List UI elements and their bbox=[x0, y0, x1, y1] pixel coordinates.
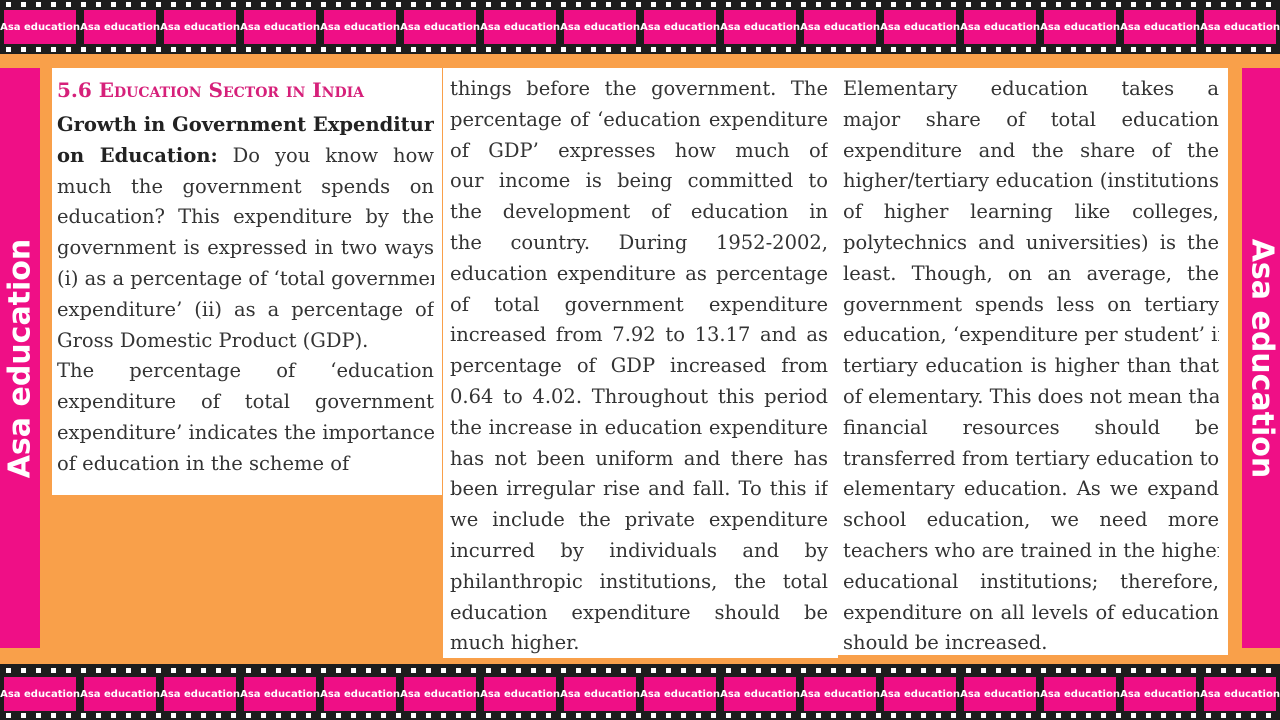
text-line: expenditure on all levels of education bbox=[843, 600, 1219, 624]
text-line: increased from 7.92 to 13.17 and as bbox=[450, 323, 828, 347]
film-frame: Asa education bbox=[80, 677, 160, 711]
text-line: the increase in education expenditure bbox=[450, 415, 828, 439]
text-line: of education in the scheme of bbox=[57, 451, 350, 475]
film-frame: Asa education bbox=[960, 10, 1040, 44]
text-line: we include the private expenditure bbox=[450, 508, 828, 532]
film-frame: Asa education bbox=[0, 677, 80, 711]
film-frame: Asa education bbox=[160, 677, 240, 711]
text-line: tertiary education is higher than that bbox=[843, 354, 1219, 378]
text-line: of total government expenditure bbox=[450, 292, 828, 316]
text-line: been irregular rise and fall. To this if bbox=[450, 477, 828, 501]
film-frame: Asa education bbox=[0, 10, 80, 44]
text-line: philanthropic institutions, the total bbox=[450, 569, 828, 593]
text-line: school education, we need more bbox=[843, 508, 1219, 532]
text-line: much the government spends on bbox=[57, 174, 434, 198]
film-frame: Asa education bbox=[240, 677, 320, 711]
film-frame: Asa education bbox=[240, 10, 320, 44]
text-line: education? This expenditure by the bbox=[57, 205, 434, 229]
film-strip-top: Asa education Asa education Asa education A… bbox=[0, 0, 1280, 54]
text-line: Gross Domestic Product (GDP). bbox=[57, 328, 369, 352]
watermark-right: Asa education bbox=[1242, 68, 1280, 648]
film-frame: Asa education bbox=[480, 677, 560, 711]
text-line: of GDP’ expresses how much of bbox=[450, 138, 828, 162]
film-frame: Asa education bbox=[400, 677, 480, 711]
text-line: major share of total education bbox=[843, 107, 1219, 131]
text-line: transferred from tertiary education to bbox=[843, 446, 1219, 470]
column-2: things before the government. The percent… bbox=[443, 68, 838, 658]
film-frame: Asa education bbox=[1040, 677, 1120, 711]
text-line: (i) as a percentage of ‘total government bbox=[57, 266, 434, 290]
film-frame: Asa education bbox=[800, 10, 880, 44]
film-frame: Asa education bbox=[1120, 677, 1200, 711]
text-line: Elementary education takes a bbox=[843, 77, 1219, 100]
film-frame: Asa education bbox=[320, 10, 400, 44]
film-frame: Asa education bbox=[1200, 10, 1280, 44]
column-3: Elementary education takes a major share … bbox=[838, 68, 1228, 655]
text-line: things before the government. The bbox=[450, 77, 828, 100]
film-frame: Asa education bbox=[1200, 677, 1280, 711]
text-line: teachers who are trained in the higher bbox=[843, 538, 1219, 562]
text-line: higher/tertiary education (institutions bbox=[843, 169, 1219, 193]
text-line: government is expressed in two ways bbox=[57, 236, 434, 260]
text-line: the country. During 1952-2002, bbox=[450, 230, 828, 254]
film-strip-bottom: Asa education Asa education Asa education A… bbox=[0, 664, 1280, 720]
film-frame: Asa education bbox=[1120, 10, 1200, 44]
text-line: much higher. bbox=[450, 631, 580, 655]
text-line: government spends less on tertiary bbox=[843, 292, 1219, 316]
film-frame: Asa education bbox=[80, 10, 160, 44]
text-line: has not been uniform and there has bbox=[450, 446, 828, 470]
film-frame: Asa education bbox=[1040, 10, 1120, 44]
text-line: education, ‘expenditure per student’ in bbox=[843, 323, 1219, 347]
text-line: should be increased. bbox=[843, 631, 1048, 655]
film-frame: Asa education bbox=[640, 10, 720, 44]
film-frame: Asa education bbox=[560, 10, 640, 44]
film-frame: Asa education bbox=[880, 677, 960, 711]
text-line: education expenditure should be bbox=[450, 600, 828, 624]
text-line: incurred by individuals and by bbox=[450, 538, 828, 562]
column-1: 5.6 Education Sector in India Growth in … bbox=[52, 68, 442, 495]
film-frame: Asa education bbox=[480, 10, 560, 44]
text-line: polytechnics and universities) is the bbox=[843, 230, 1219, 254]
film-frame: Asa education bbox=[800, 677, 880, 711]
film-frame: Asa education bbox=[320, 677, 400, 711]
film-frame: Asa education bbox=[560, 677, 640, 711]
text-line: elementary education. As we expand bbox=[843, 477, 1219, 501]
text-line: The percentage of ‘education bbox=[57, 359, 434, 383]
text-line: on Education: Do you know how bbox=[57, 143, 434, 167]
film-frame: Asa education bbox=[720, 10, 800, 44]
film-frame: Asa education bbox=[640, 677, 720, 711]
text-line: educational institutions; therefore, bbox=[843, 569, 1219, 593]
text-line: expenditure’ indicates the importance bbox=[57, 420, 434, 444]
text-line: percentage of GDP increased from bbox=[450, 354, 828, 378]
section-heading: 5.6 Education Sector in India bbox=[57, 78, 364, 102]
text-line: percentage of ‘education expenditure bbox=[450, 107, 828, 131]
film-frame: Asa education bbox=[720, 677, 800, 711]
text-line: education expenditure as percentage bbox=[450, 261, 828, 285]
text-line: the development of education in bbox=[450, 200, 828, 224]
film-frame: Asa education bbox=[880, 10, 960, 44]
film-frame: Asa education bbox=[960, 677, 1040, 711]
text-line: financial resources should be bbox=[843, 415, 1219, 439]
text-line: 0.64 to 4.02. Throughout this period bbox=[450, 384, 828, 408]
film-frame: Asa education bbox=[400, 10, 480, 44]
film-frame: Asa education bbox=[160, 10, 240, 44]
text-line: least. Though, on an average, the bbox=[843, 261, 1219, 285]
text-line: expenditure and the share of the bbox=[843, 138, 1219, 162]
text-line: expenditure of total government bbox=[57, 390, 434, 414]
text-line: of higher learning like colleges, bbox=[843, 200, 1219, 224]
text-line: our income is being committed to bbox=[450, 169, 828, 193]
text-line: expenditure’ (ii) as a percentage of bbox=[57, 297, 434, 321]
text-line: of elementary. This does not mean that bbox=[843, 384, 1219, 408]
subheading: Growth in Government Expenditure bbox=[57, 113, 434, 136]
watermark-left: Asa education bbox=[0, 68, 40, 648]
